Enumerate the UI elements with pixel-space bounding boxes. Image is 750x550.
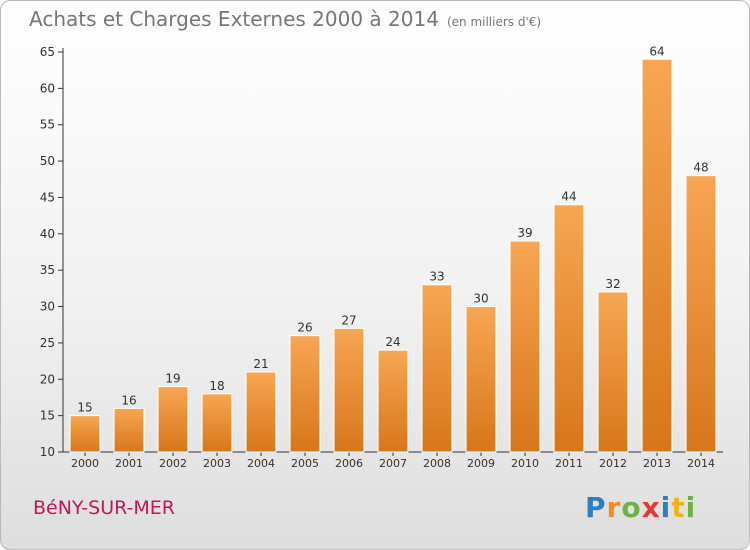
data-label-2008: 33	[429, 270, 444, 284]
y-tick-label: 20	[40, 372, 55, 386]
bar-2006	[333, 327, 365, 453]
city-name: BéNY-SUR-MER	[33, 497, 175, 519]
y-tick-label: 15	[40, 409, 55, 423]
data-label-2007: 24	[385, 335, 400, 349]
x-tick-label-2005: 2005	[291, 457, 319, 470]
y-tick-label: 30	[40, 300, 55, 314]
data-label-2004: 21	[253, 357, 268, 371]
bars: 15 16 19 18 21 26 27 24 33 30 39 44 32 64 48	[69, 44, 717, 453]
data-label-2003: 18	[209, 379, 224, 393]
x-tick-label-2003: 2003	[203, 457, 231, 470]
x-tick-label-2007: 2007	[379, 457, 407, 470]
y-tick-label: 40	[40, 227, 55, 241]
x-tick-label-2008: 2008	[423, 457, 451, 470]
x-tick-label-2004: 2004	[247, 457, 275, 470]
bar-2003	[201, 393, 233, 453]
bar-2004	[245, 371, 277, 453]
x-tick-label-2013: 2013	[643, 457, 671, 470]
data-label-2002: 19	[165, 372, 180, 386]
bar-2010	[509, 240, 541, 453]
y-tick-label: 55	[40, 118, 55, 132]
data-label-2014: 48	[693, 161, 708, 175]
bar-2008	[421, 284, 453, 453]
data-label-2001: 16	[121, 393, 136, 407]
title-unit: (en milliers d'€)	[446, 15, 542, 29]
bar-2011	[553, 204, 585, 453]
bar-2014	[685, 175, 717, 453]
data-label-2011: 44	[561, 190, 576, 204]
x-tick-label-2002: 2002	[159, 457, 187, 470]
bar-2002	[157, 386, 189, 453]
data-label-2006: 27	[341, 313, 356, 327]
y-tick-label: 10	[40, 445, 55, 459]
bar-2000	[69, 415, 101, 453]
bar-2005	[289, 335, 321, 453]
x-tick-label-2006: 2006	[335, 457, 363, 470]
y-tick-label: 50	[40, 154, 55, 168]
bar-2012	[597, 291, 629, 453]
data-label-2013: 64	[649, 44, 664, 58]
axes: 10 15 20 25 30 35 40 45 50 55 60 65 2000 2001 2002 2003…	[40, 45, 723, 470]
x-tick-label-2001: 2001	[115, 457, 143, 470]
x-tick-label-2011: 2011	[555, 457, 583, 470]
chart-title: Achats et Charges Externes 2000 à 2014 (e…	[29, 7, 541, 31]
y-tick-label: 35	[40, 263, 55, 277]
x-tick-label-2010: 2010	[511, 457, 539, 470]
title-text: Achats et Charges Externes 2000 à 2014	[29, 7, 439, 31]
logo-letter: i	[685, 491, 697, 524]
x-tick-label-2012: 2012	[599, 457, 627, 470]
x-tick-label-2009: 2009	[467, 457, 495, 470]
logo-letter: r	[606, 491, 622, 524]
y-tick-label: 45	[40, 190, 55, 204]
data-label-2010: 39	[517, 226, 532, 240]
data-label-2005: 26	[297, 321, 312, 335]
bar-2009	[465, 306, 497, 453]
x-tick-label-2000: 2000	[71, 457, 99, 470]
logo-letter: x	[641, 491, 661, 524]
data-label-2000: 15	[77, 401, 92, 415]
logo-letter: P	[585, 491, 607, 524]
proxiti-logo: Proxiti	[585, 491, 696, 524]
data-label-2009: 30	[473, 292, 488, 306]
y-tick-label: 60	[40, 81, 55, 95]
data-label-2012: 32	[605, 277, 620, 291]
y-tick-label: 25	[40, 336, 55, 350]
bar-2007	[377, 349, 409, 453]
bar-2001	[113, 407, 145, 453]
y-tick-label: 65	[40, 45, 55, 59]
x-tick-label-2014: 2014	[687, 457, 715, 470]
logo-letter: i	[660, 491, 672, 524]
logo-letter: o	[621, 491, 642, 524]
logo-letter: t	[671, 491, 686, 524]
bar-2013	[641, 58, 673, 453]
